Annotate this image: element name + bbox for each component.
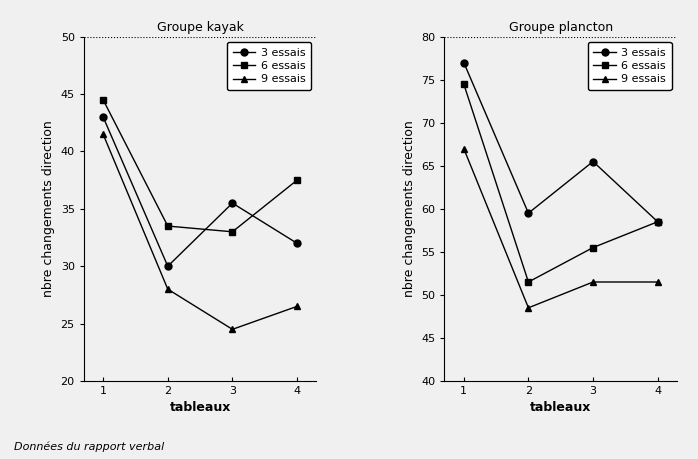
X-axis label: tableaux: tableaux bbox=[530, 401, 591, 414]
9 essais bbox=[589, 279, 597, 285]
9 essais bbox=[653, 279, 662, 285]
9 essais bbox=[524, 305, 533, 311]
9 essais bbox=[99, 131, 107, 137]
3 essais bbox=[99, 114, 107, 120]
6 essais bbox=[163, 223, 172, 229]
3 essais bbox=[653, 219, 662, 224]
X-axis label: tableaux: tableaux bbox=[170, 401, 231, 414]
3 essais bbox=[524, 210, 533, 216]
6 essais bbox=[653, 219, 662, 224]
Line: 6 essais: 6 essais bbox=[460, 81, 661, 285]
Y-axis label: nbre changements direction: nbre changements direction bbox=[42, 120, 55, 297]
6 essais bbox=[293, 177, 302, 183]
Line: 9 essais: 9 essais bbox=[100, 131, 301, 333]
Title: Groupe plancton: Groupe plancton bbox=[509, 21, 613, 34]
Line: 3 essais: 3 essais bbox=[100, 113, 301, 270]
3 essais bbox=[589, 159, 597, 164]
Text: Données du rapport verbal: Données du rapport verbal bbox=[14, 441, 164, 452]
6 essais bbox=[589, 245, 597, 250]
Y-axis label: nbre changements direction: nbre changements direction bbox=[403, 120, 416, 297]
Line: 6 essais: 6 essais bbox=[100, 96, 301, 235]
3 essais bbox=[163, 263, 172, 269]
Legend: 3 essais, 6 essais, 9 essais: 3 essais, 6 essais, 9 essais bbox=[228, 42, 311, 90]
9 essais bbox=[228, 326, 237, 332]
9 essais bbox=[163, 286, 172, 292]
Legend: 3 essais, 6 essais, 9 essais: 3 essais, 6 essais, 9 essais bbox=[588, 42, 671, 90]
3 essais bbox=[293, 241, 302, 246]
6 essais bbox=[99, 97, 107, 102]
6 essais bbox=[524, 279, 533, 285]
6 essais bbox=[459, 81, 468, 87]
Title: Groupe kayak: Groupe kayak bbox=[156, 21, 244, 34]
Line: 9 essais: 9 essais bbox=[460, 145, 661, 311]
6 essais bbox=[228, 229, 237, 235]
9 essais bbox=[293, 304, 302, 309]
3 essais bbox=[459, 60, 468, 65]
Line: 3 essais: 3 essais bbox=[460, 59, 661, 225]
3 essais bbox=[228, 200, 237, 206]
9 essais bbox=[459, 146, 468, 151]
